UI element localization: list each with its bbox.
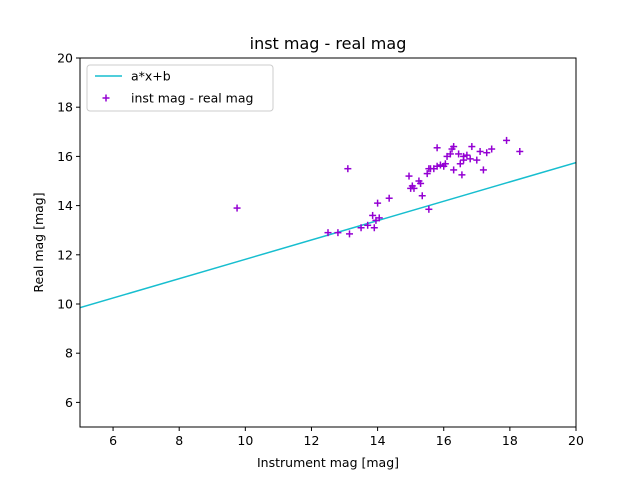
plot-frame	[79, 57, 577, 428]
y-tick-label: 16	[57, 149, 73, 164]
x-tick-label: 12	[304, 433, 320, 448]
data-point	[473, 156, 481, 164]
data-point	[417, 179, 425, 187]
y-tick-label: 10	[57, 297, 73, 312]
x-axis-label: Instrument mag [mag]	[257, 455, 399, 470]
x-tick-label: 8	[175, 433, 183, 448]
data-point	[463, 151, 471, 159]
data-point	[455, 150, 463, 158]
x-tick-label: 16	[436, 433, 452, 448]
data-point	[516, 147, 524, 155]
legend-marker-swatch	[102, 94, 110, 102]
data-point	[370, 224, 378, 232]
data-point	[441, 160, 449, 168]
x-tick-label: 20	[568, 433, 584, 448]
data-point	[324, 229, 332, 237]
data-point	[468, 143, 476, 151]
data-point	[369, 211, 377, 219]
data-point	[423, 170, 431, 178]
data-point	[446, 150, 454, 158]
ticks-layer: 6 8 10 12 14 16 18 20 6 8 10 12 14 16 18 20	[57, 51, 584, 449]
data-point	[456, 160, 464, 168]
data-point	[425, 205, 433, 213]
data-point	[503, 136, 511, 144]
y-tick-label: 20	[57, 51, 73, 66]
data-point	[375, 214, 383, 222]
y-tick-label: 12	[57, 247, 73, 262]
legend-plus-marker	[102, 94, 110, 102]
legend-label-points: inst mag - real mag	[131, 91, 253, 106]
data-point	[458, 171, 466, 179]
data-point	[450, 143, 458, 151]
data-point	[460, 152, 468, 160]
data-point	[233, 204, 241, 212]
data-point	[476, 147, 484, 155]
data-point	[357, 224, 365, 232]
data-point	[433, 144, 441, 152]
data-point	[433, 162, 441, 170]
data-point	[466, 155, 474, 163]
x-tick-label: 10	[237, 433, 253, 448]
data-point	[405, 172, 413, 180]
data-point	[483, 149, 491, 157]
data-point	[410, 184, 418, 192]
data-point	[374, 199, 382, 207]
data-point	[345, 230, 353, 238]
chart-title: inst mag - real mag	[250, 34, 407, 53]
data-point	[479, 166, 487, 174]
y-tick-label: 8	[65, 346, 73, 361]
data-point	[344, 165, 352, 173]
legend-box	[86, 64, 274, 112]
y-axis-label: Real mag [mag]	[31, 192, 46, 292]
y-tick-label: 18	[57, 100, 73, 115]
data-point	[364, 221, 372, 229]
x-tick-label: 18	[502, 433, 518, 448]
data-point	[334, 229, 342, 237]
data-point	[436, 161, 444, 169]
data-point	[418, 192, 426, 200]
y-tick-label: 14	[57, 198, 73, 213]
y-tick-label: 6	[65, 395, 73, 410]
x-tick-label: 6	[109, 433, 117, 448]
data-point	[450, 166, 458, 174]
data-point	[488, 145, 496, 153]
x-tick-label: 14	[370, 433, 386, 448]
legend-label-fit: a*x+b	[131, 69, 171, 84]
data-point	[385, 194, 393, 202]
legend: a*x+b inst mag - real mag	[86, 64, 274, 112]
series-layer	[80, 136, 576, 309]
